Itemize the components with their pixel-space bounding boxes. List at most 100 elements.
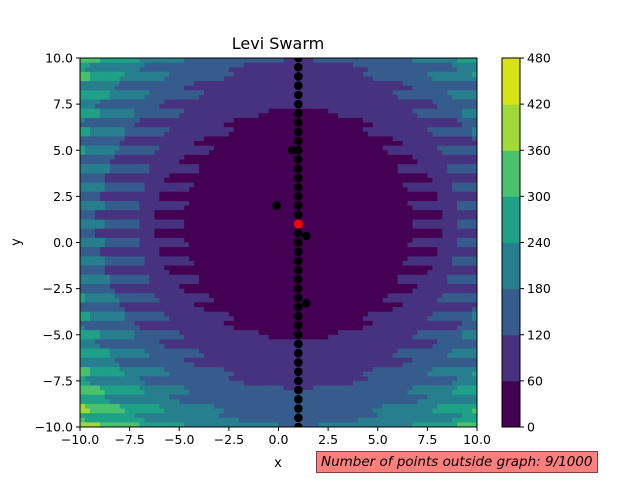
contour-cell (372, 330, 379, 336)
contour-cell (129, 122, 136, 128)
contour-cell (352, 104, 359, 110)
contour-cell (104, 399, 111, 405)
contour-cell (94, 330, 101, 336)
contour-cell (144, 173, 151, 179)
contour-cell (238, 150, 245, 156)
contour-cell (278, 117, 285, 124)
contour-cell (139, 274, 146, 280)
contour-cell (184, 127, 190, 133)
contour-cell (382, 334, 389, 340)
contour-cell (328, 343, 334, 350)
contour-cell (154, 353, 160, 359)
contour-cell (144, 58, 151, 64)
contour-cell (184, 376, 190, 382)
contour-cell (179, 145, 185, 151)
contour-cell (189, 173, 195, 179)
contour-cell (164, 385, 170, 391)
contour-cell (213, 403, 220, 410)
contour-cell (209, 127, 215, 133)
contour-cell (174, 408, 180, 414)
contour-cell (243, 233, 250, 239)
contour-cell (308, 247, 314, 253)
contour-cell (164, 182, 170, 188)
contour-cell (263, 353, 270, 359)
contour-cell (80, 357, 86, 364)
contour-cell (89, 390, 96, 396)
contour-cell (352, 196, 359, 202)
contour-cell (372, 247, 379, 253)
contour-cell (94, 99, 101, 105)
contour-cell (174, 187, 180, 193)
contour-cell (228, 145, 235, 151)
contour-cell (323, 371, 329, 377)
contour-cell (268, 136, 275, 142)
contour-cell (139, 311, 146, 317)
contour-cell (199, 58, 205, 64)
contour-cell (228, 67, 235, 73)
contour-cell (189, 274, 195, 280)
contour-cell (313, 353, 319, 359)
contour-cell (328, 141, 334, 147)
contour-cell (179, 376, 185, 382)
contour-cell (134, 62, 141, 68)
contour-cell (124, 325, 131, 331)
contour-cell (333, 256, 339, 262)
contour-cell (362, 90, 369, 96)
contour-cell (109, 104, 116, 110)
contour-cell (333, 330, 339, 336)
contour-cell (89, 270, 96, 276)
contour-cell (328, 214, 334, 221)
contour-cell (159, 90, 165, 96)
contour-cell (114, 288, 121, 294)
contour-cell (218, 177, 225, 184)
contour-cell (194, 334, 200, 340)
contour-cell (134, 233, 141, 239)
contour-cell (343, 357, 349, 364)
contour-cell (179, 177, 185, 184)
contour-cell (338, 131, 344, 138)
contour-cell (84, 219, 91, 225)
contour-cell (84, 353, 91, 359)
contour-cell (333, 141, 339, 147)
contour-cell (273, 307, 280, 313)
contour-cell (308, 127, 314, 133)
contour-cell (248, 270, 255, 276)
contour-cell (367, 127, 374, 133)
contour-cell (124, 357, 131, 364)
contour-cell (338, 113, 344, 119)
contour-cell (357, 413, 364, 419)
contour-cell (377, 113, 384, 119)
contour-cell (144, 108, 151, 114)
contour-cell (258, 251, 265, 257)
contour-cell (213, 94, 220, 101)
contour-cell (94, 187, 101, 193)
contour-cell (288, 99, 294, 105)
contour-cell (258, 371, 265, 377)
contour-cell (263, 85, 270, 91)
contour-cell (362, 265, 369, 271)
contour-cell (223, 237, 230, 244)
contour-cell (228, 371, 235, 377)
contour-cell (228, 343, 235, 350)
contour-cell (243, 380, 250, 387)
contour-cell (213, 385, 220, 391)
contour-cell (213, 90, 220, 96)
contour-cell (144, 141, 151, 147)
contour-cell (288, 154, 294, 161)
contour-cell (169, 196, 175, 202)
contour-cell (189, 141, 195, 147)
contour-cell (194, 251, 200, 257)
contour-cell (258, 224, 265, 230)
contour-cell (134, 251, 141, 257)
contour-cell (189, 394, 195, 400)
contour-cell (124, 270, 131, 276)
contour-cell (313, 228, 319, 234)
contour-cell (328, 362, 334, 368)
contour-cell (248, 58, 255, 64)
contour-cell (238, 339, 245, 345)
contour-cell (80, 399, 86, 405)
contour-cell (99, 302, 106, 308)
contour-cell (362, 164, 369, 170)
contour-cell (204, 200, 210, 207)
contour-cell (303, 390, 309, 396)
